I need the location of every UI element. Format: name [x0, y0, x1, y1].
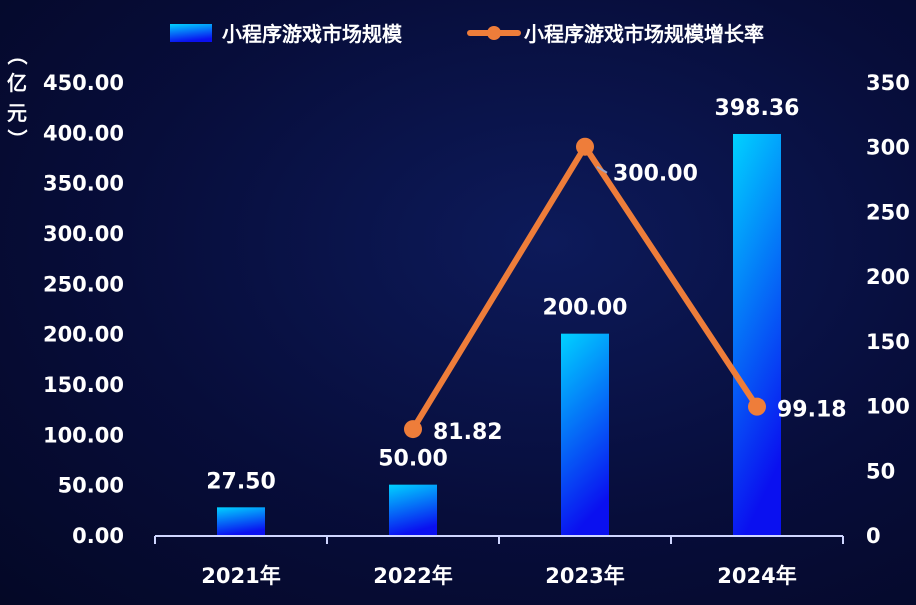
y-tick-right: 50 — [866, 459, 895, 483]
growth-line — [404, 137, 766, 439]
bar-value-label: 50.00 — [378, 447, 448, 472]
y-tick-left: 450.00 — [43, 71, 124, 95]
y-tick-left: 150.00 — [43, 373, 124, 397]
y-axis-title-char: 元 — [7, 101, 27, 125]
line-value-label: 300.00 — [613, 162, 698, 187]
y-tick-left: 50.00 — [58, 474, 124, 498]
y-axis-title: （ 亿元 ） — [5, 45, 29, 149]
growth-line-point — [576, 137, 594, 156]
y-axis-title-char: （ — [5, 45, 29, 65]
y-tick-left: 250.00 — [43, 272, 124, 296]
y-tick-right: 350 — [866, 71, 910, 95]
y-tick-right: 250 — [866, 200, 910, 224]
bar — [217, 507, 265, 535]
legend-line-label: 小程序游戏市场规模增长率 — [524, 22, 764, 46]
line-value-label: 99.18 — [777, 398, 847, 423]
bar-value-label: 27.50 — [206, 469, 276, 494]
y-axis-left: 0.00 50.00 100.00 150.00 200.00 250.00 300.00 3… — [43, 71, 124, 548]
x-tick-label: 2023年 — [545, 564, 624, 588]
bar — [389, 484, 437, 535]
growth-line-point — [404, 420, 422, 439]
line-value-label: 81.82 — [433, 420, 503, 445]
x-tick-label: 2021年 — [201, 564, 280, 588]
x-tick-label: 2024年 — [717, 564, 796, 588]
y-tick-right: 200 — [866, 265, 910, 289]
bar-value-label: 200.00 — [543, 296, 628, 321]
bar-value-label: 398.36 — [715, 96, 800, 121]
y-tick-right: 0 — [866, 524, 881, 548]
y-tick-right: 150 — [866, 330, 910, 354]
bars — [217, 133, 781, 536]
y-axis-title-char: ） — [5, 129, 29, 149]
x-tick-label: 2022年 — [373, 564, 452, 588]
x-axis: 2021年 2022年 2023年 2024年 — [154, 535, 844, 588]
y-tick-left: 200.00 — [43, 323, 124, 347]
label-leader-line — [596, 165, 608, 174]
y-tick-left: 0.00 — [72, 524, 124, 548]
y-tick-right: 100 — [866, 395, 910, 419]
y-tick-left: 350.00 — [43, 172, 124, 196]
legend: 小程序游戏市场规模 小程序游戏市场规模增长率 — [170, 22, 764, 46]
legend-bar-swatch — [170, 24, 212, 42]
y-axis-title-char: 亿 — [7, 71, 27, 95]
legend-line-marker — [487, 26, 501, 40]
y-tick-left: 400.00 — [43, 121, 124, 145]
legend-bar-label: 小程序游戏市场规模 — [222, 22, 403, 46]
y-tick-right: 300 — [866, 136, 910, 160]
bar — [561, 333, 609, 535]
data-labels: 27.50 50.00 200.00 398.36 81.82 300.00 99.18 — [206, 96, 846, 494]
y-axis-right: 0 50 100 150 200 250 300 350 — [866, 71, 910, 548]
y-tick-left: 300.00 — [43, 222, 124, 246]
y-tick-left: 100.00 — [43, 423, 124, 447]
growth-line-point — [748, 397, 766, 416]
bar — [733, 133, 781, 536]
